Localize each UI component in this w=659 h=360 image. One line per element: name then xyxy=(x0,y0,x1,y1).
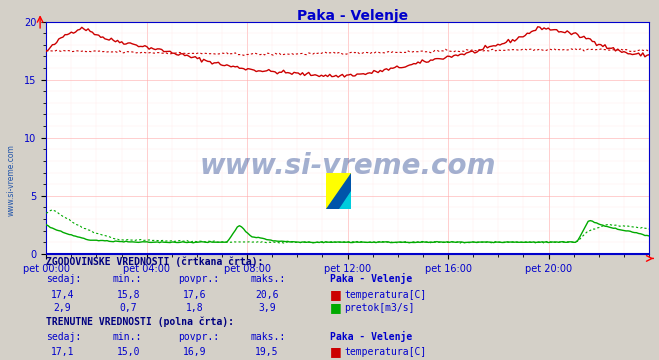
Text: sedaj:: sedaj: xyxy=(46,274,81,284)
Text: www.si-vreme.com: www.si-vreme.com xyxy=(200,152,496,180)
Text: povpr.:: povpr.: xyxy=(178,274,219,284)
Text: min.:: min.: xyxy=(112,332,142,342)
Polygon shape xyxy=(326,173,351,209)
Text: pretok[m3/s]: pretok[m3/s] xyxy=(344,303,415,314)
Text: 0,7: 0,7 xyxy=(120,303,137,314)
Text: Paka - Velenje: Paka - Velenje xyxy=(330,273,412,284)
Text: temperatura[C]: temperatura[C] xyxy=(344,347,426,357)
Text: ■: ■ xyxy=(330,301,341,314)
Text: 17,1: 17,1 xyxy=(51,347,74,357)
Text: TRENUTNE VREDNOSTI (polna črta):: TRENUTNE VREDNOSTI (polna črta): xyxy=(46,316,234,327)
Text: 17,6: 17,6 xyxy=(183,290,206,300)
Text: 15,0: 15,0 xyxy=(117,347,140,357)
Polygon shape xyxy=(339,191,351,209)
Text: Paka - Velenje: Paka - Velenje xyxy=(330,331,412,342)
Text: Paka - Velenje: Paka - Velenje xyxy=(297,9,408,23)
Text: 19,5: 19,5 xyxy=(255,347,279,357)
Text: sedaj:: sedaj: xyxy=(46,332,81,342)
Text: ZGODOVINSKE VREDNOSTI (črtkana črta):: ZGODOVINSKE VREDNOSTI (črtkana črta): xyxy=(46,256,264,267)
Text: maks.:: maks.: xyxy=(250,332,285,342)
Text: ■: ■ xyxy=(330,358,341,360)
Text: min.:: min.: xyxy=(112,274,142,284)
Text: 2,9: 2,9 xyxy=(54,303,71,314)
Polygon shape xyxy=(326,173,351,209)
Text: 17,4: 17,4 xyxy=(51,290,74,300)
Text: 16,9: 16,9 xyxy=(183,347,206,357)
Text: 15,8: 15,8 xyxy=(117,290,140,300)
Text: www.si-vreme.com: www.si-vreme.com xyxy=(7,144,16,216)
Text: 20,6: 20,6 xyxy=(255,290,279,300)
Text: ■: ■ xyxy=(330,345,341,357)
Text: povpr.:: povpr.: xyxy=(178,332,219,342)
Text: maks.:: maks.: xyxy=(250,274,285,284)
Text: 1,8: 1,8 xyxy=(186,303,203,314)
Text: ■: ■ xyxy=(330,288,341,301)
Text: 3,9: 3,9 xyxy=(258,303,275,314)
Text: temperatura[C]: temperatura[C] xyxy=(344,290,426,300)
